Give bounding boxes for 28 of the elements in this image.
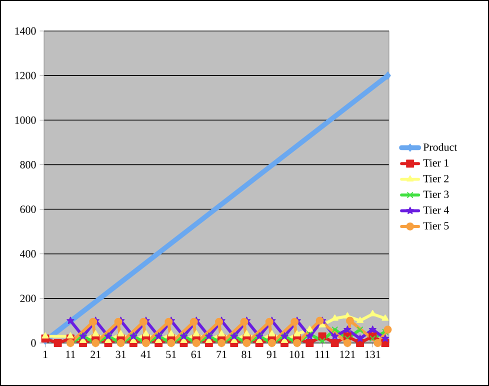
- x-tick-label: 101: [290, 350, 305, 358]
- x-tick-label: 31: [116, 350, 126, 358]
- legend-label: Tier 5: [423, 222, 449, 230]
- x-tick-label: 41: [140, 350, 151, 358]
- y-tick-label: 1000: [15, 116, 36, 124]
- legend-label: Product: [423, 143, 458, 151]
- x-tick-label: 21: [90, 350, 100, 358]
- legend-label: Tier 2: [423, 174, 449, 182]
- y-tick-label: 600: [20, 206, 36, 213]
- y-tick-label: 400: [20, 250, 36, 258]
- legend-label: Tier 4: [423, 206, 449, 214]
- legend-label: Tier 1: [423, 159, 448, 167]
- y-tick-label: 1400: [15, 27, 36, 35]
- legend-label: Tier 3: [423, 190, 449, 198]
- y-tick-label: 200: [20, 294, 36, 302]
- x-tick-label: 61: [191, 350, 202, 358]
- x-tick-label: 71: [216, 350, 226, 358]
- x-tick-label: 91: [266, 350, 277, 358]
- x-tick-label: 81: [242, 350, 252, 358]
- x-tick-label: 121: [340, 350, 356, 358]
- y-tick-label: 800: [20, 161, 36, 168]
- x-tick-label: 131: [365, 350, 380, 358]
- x-tick-label: 11: [66, 350, 76, 358]
- y-tick-label: 0: [31, 339, 36, 347]
- y-tick-label: 1200: [15, 72, 36, 80]
- x-tick-label: 1: [43, 350, 48, 358]
- x-tick-label: 111: [315, 350, 330, 358]
- x-tick-label: 51: [166, 350, 176, 358]
